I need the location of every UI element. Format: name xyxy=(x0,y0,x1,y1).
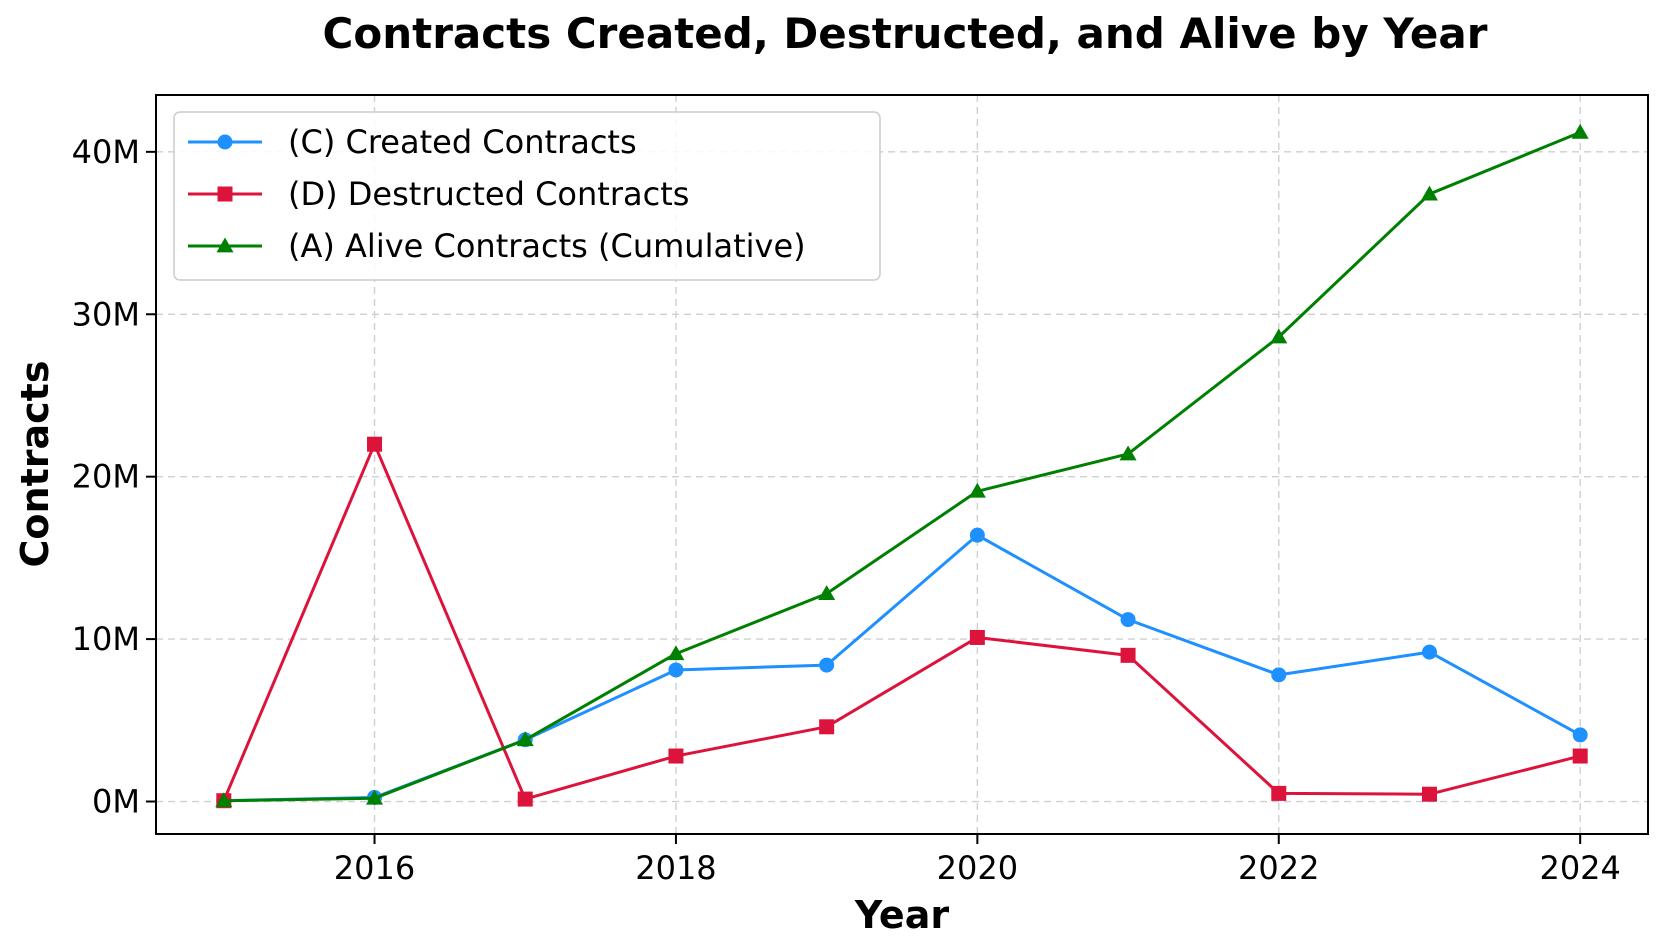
data-point-alive xyxy=(968,482,986,498)
data-point-created xyxy=(1572,727,1588,743)
x-tick-label: 2022 xyxy=(1238,849,1319,887)
data-point-created xyxy=(1271,667,1287,683)
y-tick-label: 40M xyxy=(72,133,140,171)
data-point-alive xyxy=(1420,185,1438,201)
series-alive xyxy=(215,123,1589,808)
chart-title: Contracts Created, Destructed, and Alive… xyxy=(323,9,1488,58)
data-point-destructed xyxy=(367,436,383,452)
plot-frame xyxy=(155,94,1649,835)
data-point-destructed xyxy=(1421,786,1437,802)
data-point-created xyxy=(1421,644,1437,660)
data-point-alive xyxy=(1270,328,1288,344)
x-tick-label: 2020 xyxy=(937,849,1018,887)
tick-layer: 2016 2018 2020 2022 2024 0M 10M 20M 30M 40M xyxy=(72,133,1621,887)
x-tick-label: 2018 xyxy=(635,849,716,887)
data-point-alive xyxy=(1571,123,1589,139)
data-point-created xyxy=(1120,612,1136,628)
series-destructed xyxy=(216,436,1588,809)
data-point-alive xyxy=(667,645,685,661)
data-point-created xyxy=(819,657,835,673)
data-point-alive xyxy=(366,789,384,805)
data-point-alive xyxy=(516,731,534,747)
legend-marker-triangle-icon xyxy=(216,237,234,253)
data-point-destructed xyxy=(819,719,835,735)
data-point-alive xyxy=(215,792,233,808)
y-tick-label: 0M xyxy=(92,783,140,821)
series-line-destructed xyxy=(222,442,1581,802)
legend-frame xyxy=(173,111,881,281)
y-tick-label: 30M xyxy=(72,295,140,333)
data-point-destructed xyxy=(517,791,533,807)
data-point-destructed xyxy=(1572,748,1588,764)
y-tick-label: 20M xyxy=(72,458,140,496)
legend-label: (A) Alive Contracts (Cumulative) xyxy=(288,227,806,265)
data-point-alive xyxy=(818,585,836,600)
x-tick-label: 2024 xyxy=(1539,849,1620,887)
legend-label: (D) Destructed Contracts xyxy=(288,175,689,213)
data-point-destructed xyxy=(1120,647,1136,663)
legend-marker-square-icon xyxy=(217,186,233,202)
legend-label: (C) Created Contracts xyxy=(288,123,637,161)
x-axis-label: Year xyxy=(854,893,949,937)
legend-marker-circle-icon xyxy=(217,134,233,150)
data-point-destructed xyxy=(1271,785,1287,801)
x-tick-label: 2016 xyxy=(334,849,415,887)
data-point-created xyxy=(969,527,985,543)
series-layer xyxy=(215,123,1589,809)
legend: (C) Created Contracts (D) Destructed Cont… xyxy=(173,111,881,281)
data-point-created xyxy=(668,662,684,678)
data-point-destructed xyxy=(668,748,684,764)
y-tick-label: 10M xyxy=(72,620,140,658)
series-line-alive xyxy=(223,130,1581,803)
y-axis-label: Contracts xyxy=(13,361,57,568)
data-point-destructed xyxy=(969,629,985,645)
data-point-alive xyxy=(1119,445,1137,461)
